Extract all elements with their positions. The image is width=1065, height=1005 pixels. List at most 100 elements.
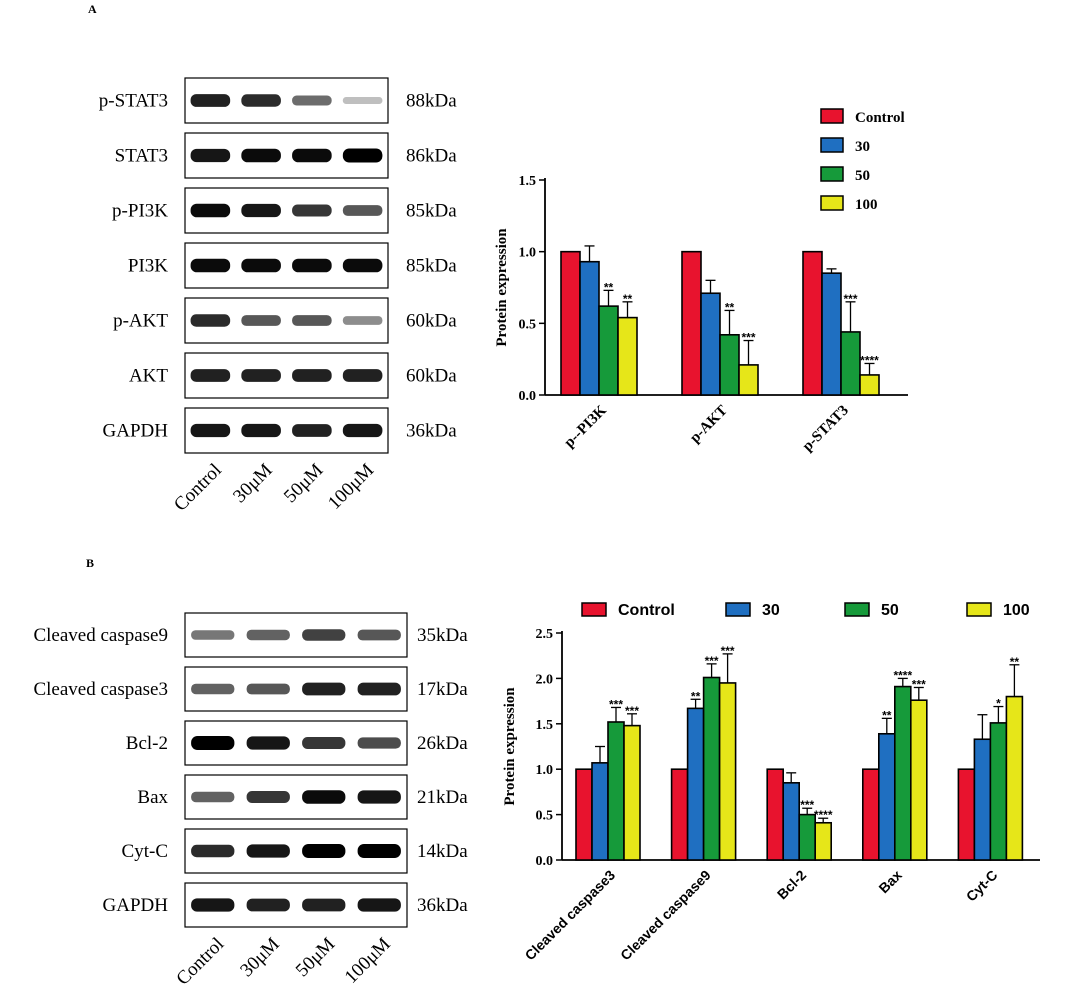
legend-label: 50 <box>855 168 870 184</box>
blot-row-label: p-AKT <box>113 311 168 332</box>
significance-label: *** <box>625 704 639 718</box>
blot-band <box>191 630 235 640</box>
blot-band <box>292 148 332 163</box>
significance-label: *** <box>912 677 926 691</box>
bar <box>989 722 1008 861</box>
significance-label: ** <box>604 280 614 294</box>
blot-size-label: 14kDa <box>417 841 468 862</box>
significance-label: *** <box>800 798 814 812</box>
blot-band <box>190 314 231 327</box>
blot-band <box>357 737 401 749</box>
blot-band <box>357 844 401 858</box>
lane-label: 100μM <box>341 934 395 988</box>
blot-band <box>357 790 401 804</box>
category-label: Cleaved caspase3 <box>522 867 619 964</box>
y-tick-label: 1.5 <box>536 718 554 733</box>
bar <box>617 316 638 396</box>
blot-band <box>246 736 290 750</box>
lane-label: Control <box>170 460 226 516</box>
significance-label: ** <box>725 300 735 314</box>
significance-label: ** <box>623 292 633 306</box>
y-axis-label: Protein expression <box>502 687 518 806</box>
blot-band <box>302 790 346 804</box>
blot-band <box>190 94 231 107</box>
y-tick-label: 1.5 <box>519 174 537 189</box>
blot-row-label: Bax <box>137 787 168 808</box>
legend-swatch <box>725 602 751 617</box>
blot-band <box>190 258 231 273</box>
blot-row-label: Cleaved caspase9 <box>33 625 168 646</box>
blot-band <box>302 629 346 641</box>
lane-label: 100μM <box>324 460 378 514</box>
blot-size-label: 26kDa <box>417 733 468 754</box>
legend-swatch <box>581 602 607 617</box>
blot-band <box>302 844 346 858</box>
blot-band <box>191 736 235 750</box>
lane-label: 30μM <box>229 460 277 508</box>
blot-band <box>190 203 231 218</box>
bar <box>893 685 912 861</box>
blot-band <box>246 898 290 912</box>
bar <box>579 260 600 396</box>
legend-label: 50 <box>881 602 899 619</box>
blot-band <box>342 97 383 104</box>
bar <box>802 250 823 396</box>
blot-band <box>190 369 231 382</box>
legend-swatch <box>844 602 870 617</box>
significance-label: *** <box>721 644 735 658</box>
blot-band <box>246 791 290 803</box>
bar <box>738 364 759 396</box>
blot-band <box>241 423 281 438</box>
y-tick-label: 1.0 <box>519 246 537 261</box>
blot-band <box>357 629 401 641</box>
bar <box>686 707 705 861</box>
blot-row-label: GAPDH <box>103 895 169 916</box>
category-label: Bcl-2 <box>774 867 810 903</box>
lane-label: 30μM <box>236 934 284 982</box>
blot-band <box>241 315 281 326</box>
significance-label: * <box>996 697 1001 711</box>
panel-b-label: B <box>86 556 94 570</box>
blot-band <box>241 94 281 107</box>
blot-row-label: Cleaved caspase3 <box>33 679 168 700</box>
blot-size-label: 21kDa <box>417 787 468 808</box>
legend-swatch <box>966 602 992 617</box>
bar <box>814 821 833 861</box>
bar <box>623 724 641 861</box>
y-tick-label: 2.0 <box>536 672 554 687</box>
bar <box>877 732 896 861</box>
significance-label: ** <box>1010 655 1020 669</box>
blot-band <box>191 898 235 912</box>
significance-label: **** <box>893 668 912 682</box>
bar <box>821 272 842 396</box>
y-tick-label: 1.0 <box>536 763 554 778</box>
category-label: Bax <box>875 867 905 897</box>
blot-band <box>246 844 290 858</box>
significance-label: *** <box>609 697 623 711</box>
blot-band <box>342 423 383 438</box>
bar <box>861 768 880 861</box>
blot-band <box>292 424 332 437</box>
bar <box>766 768 785 861</box>
bar <box>681 250 702 396</box>
bar <box>719 333 740 396</box>
blot-size-label: 60kDa <box>406 366 457 387</box>
significance-label: ** <box>691 689 701 703</box>
blot-size-label: 85kDa <box>406 201 457 222</box>
blot-row-label: STAT3 <box>115 146 168 167</box>
blot-band <box>191 683 235 695</box>
legend-label: 100 <box>855 197 878 213</box>
category-label: p-STAT3 <box>800 403 852 455</box>
category-label: p-AKT <box>687 403 731 447</box>
blot-band <box>302 737 346 749</box>
significance-label: **** <box>860 353 879 367</box>
blot-band <box>191 844 235 858</box>
blot-band <box>342 316 383 325</box>
bar <box>607 721 625 861</box>
blot-band <box>292 258 332 273</box>
legend-label: 30 <box>855 139 870 155</box>
y-tick-label: 0.0 <box>536 854 554 869</box>
